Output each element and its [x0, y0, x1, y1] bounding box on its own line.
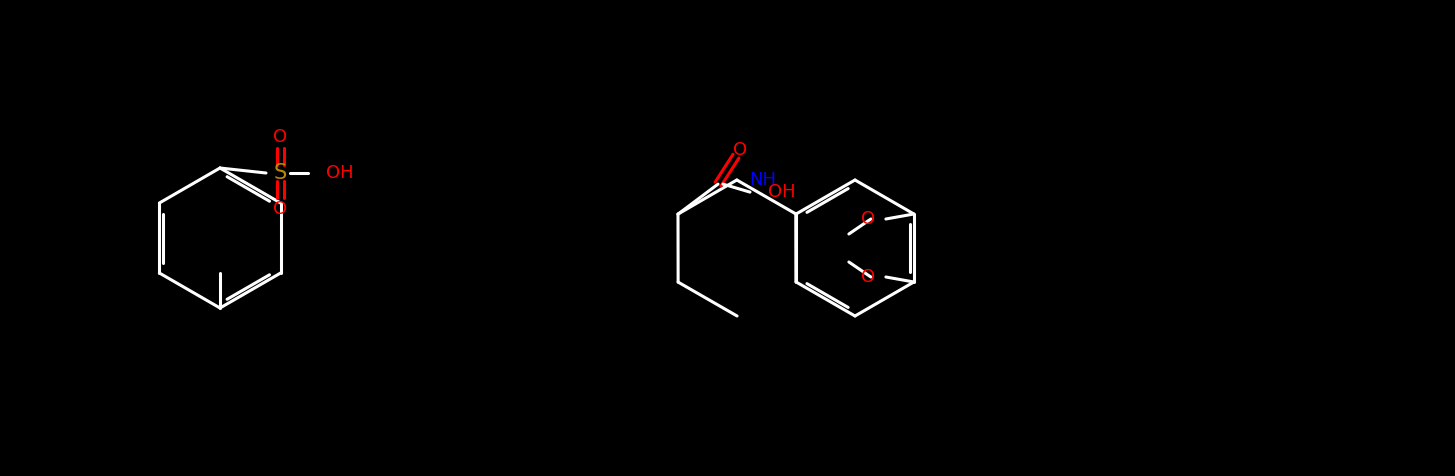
Text: OH: OH	[768, 183, 796, 201]
Text: O: O	[733, 141, 746, 159]
Text: O: O	[861, 210, 874, 228]
Text: OH: OH	[326, 164, 354, 182]
Text: O: O	[274, 128, 287, 146]
Text: S: S	[274, 163, 287, 183]
Text: NH: NH	[749, 171, 776, 189]
Text: O: O	[861, 268, 874, 286]
Text: O: O	[274, 200, 287, 218]
